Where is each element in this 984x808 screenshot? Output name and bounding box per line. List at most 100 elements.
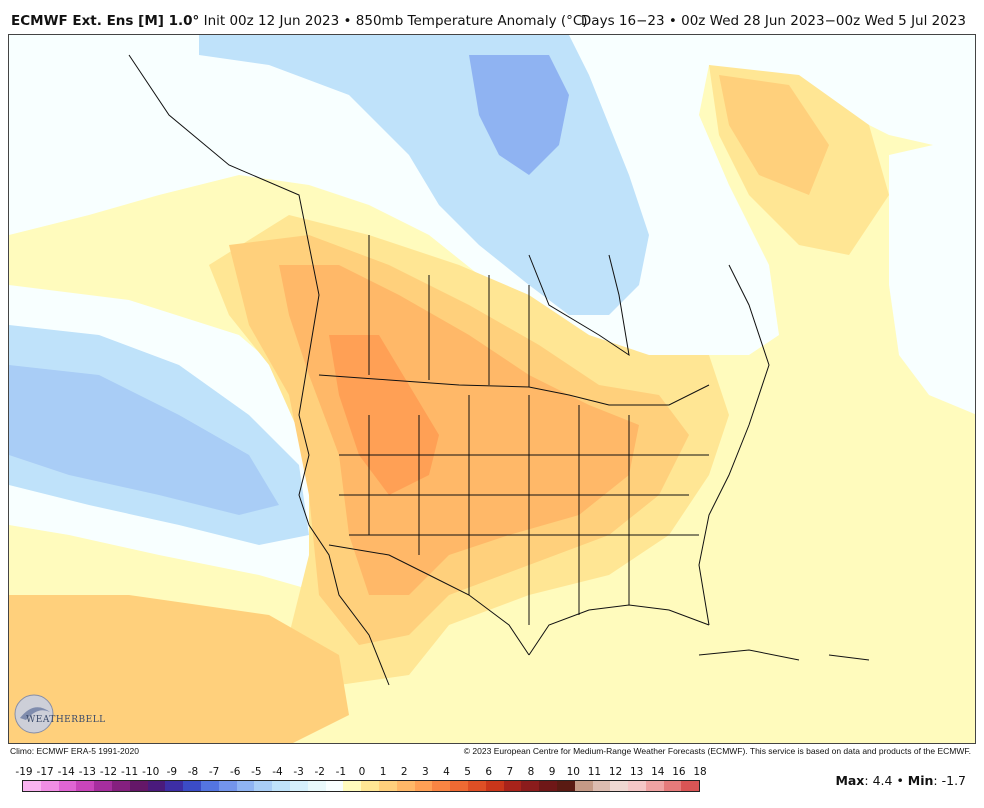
copyright-label: © 2023 European Centre for Medium-Range … bbox=[463, 746, 971, 756]
colorbar-tick-label: 8 bbox=[527, 766, 535, 778]
anomaly-zone-arctic-blue-dark bbox=[469, 55, 569, 175]
colorbar-segment bbox=[76, 781, 95, 791]
colorbar-segment bbox=[218, 781, 237, 791]
colorbar-segment bbox=[521, 781, 540, 791]
colorbar-tick-label: -2 bbox=[314, 766, 325, 778]
colorbar-tick-label: -1 bbox=[335, 766, 347, 778]
max-label: Max bbox=[835, 773, 865, 788]
colorbar-tick-label: 9 bbox=[548, 766, 556, 778]
colorbar-tick-label: 18 bbox=[693, 766, 707, 778]
colorbar-tick-label: 13 bbox=[629, 766, 644, 778]
colorbar-tick-label: 11 bbox=[587, 766, 602, 778]
title-bar: ECMWF Ext. Ens [M] 1.0° Init 00z 12 Jun … bbox=[0, 0, 984, 34]
colorbar-segment bbox=[129, 781, 148, 791]
colorbar-segment bbox=[592, 781, 611, 791]
colorbar-segment bbox=[396, 781, 415, 791]
political-borders bbox=[128, 54, 870, 686]
us-mexico-border bbox=[328, 544, 530, 656]
colorbar-tick-label: -7 bbox=[208, 766, 220, 778]
colorbar-tick-label: 5 bbox=[464, 766, 471, 778]
colorbar-tick-label: -4 bbox=[272, 766, 283, 778]
colorbar-segment bbox=[147, 781, 166, 791]
colorbar-segment bbox=[325, 781, 344, 791]
colorbar-segment bbox=[645, 781, 664, 791]
colorbar-segment bbox=[574, 781, 593, 791]
colorbar-segment bbox=[628, 781, 646, 791]
us-states-grid bbox=[339, 395, 709, 625]
colorbar-tick-label: -11 bbox=[121, 766, 139, 778]
colorbar-segment bbox=[165, 781, 184, 791]
colorbar bbox=[22, 780, 700, 792]
anomaly-zone-greenland-warm-2 bbox=[719, 75, 829, 195]
colorbar-tick-label: -10 bbox=[142, 766, 160, 778]
colorbar-tick-label: -14 bbox=[57, 766, 75, 778]
colorbar-tick-label: 6 bbox=[485, 766, 493, 778]
colorbar-segment bbox=[111, 781, 130, 791]
colorbar-tick-label: 12 bbox=[608, 766, 623, 778]
colorbar-tick-label: 16 bbox=[672, 766, 686, 778]
anomaly-zone-pacific-blue-dark bbox=[9, 365, 279, 515]
colorbar-tick-label: -6 bbox=[230, 766, 241, 778]
colorbar-tick-label: 10 bbox=[566, 766, 580, 778]
colorbar-tick-label: 2 bbox=[400, 766, 408, 778]
colorbar-tick-labels: -19 -17 -14 -13 -12 -11 -10 -9 -8 -7 -6 -5 -4 -3 -2 -1 0… bbox=[15, 766, 707, 778]
colorbar-segment bbox=[200, 781, 219, 791]
valid-period: Days 16−23 • 00z Wed 28 Jun 2023−00z Wed… bbox=[580, 13, 966, 29]
colorbar-segment bbox=[432, 781, 451, 791]
east-coast-line bbox=[698, 264, 770, 626]
colorbar-segment bbox=[94, 781, 112, 791]
model-name: ECMWF Ext. Ens [M] 1.0° bbox=[11, 13, 200, 29]
canada-provinces bbox=[368, 235, 530, 387]
anomaly-zone-atlantic-pale bbox=[889, 135, 975, 415]
colorbar-segment bbox=[23, 781, 41, 791]
caribbean-islands bbox=[698, 649, 870, 661]
anomaly-zone-pacific-warm bbox=[9, 595, 349, 743]
colorbar-segment bbox=[254, 781, 273, 791]
colorbar-segment bbox=[40, 781, 59, 791]
max-value: 4.4 bbox=[872, 773, 893, 788]
west-coast-line bbox=[128, 54, 390, 686]
climo-label: Climo: ECMWF ERA-5 1991-2020 bbox=[10, 746, 139, 756]
colorbar-tick-label: 7 bbox=[506, 766, 514, 778]
us-canada-border bbox=[318, 374, 710, 406]
colorbar-segment bbox=[467, 781, 486, 791]
gulf-coast-line bbox=[528, 604, 710, 656]
weatherbell-swirl-logo bbox=[14, 694, 54, 734]
min-value: -1.7 bbox=[941, 773, 966, 788]
colorbar-segment bbox=[610, 781, 629, 791]
colorbar-segment bbox=[539, 781, 557, 791]
colorbar-tick-label: 3 bbox=[422, 766, 429, 778]
colorbar-segment bbox=[343, 781, 362, 791]
colorbar-segment bbox=[307, 781, 326, 791]
colorbar-segment bbox=[58, 781, 77, 791]
map-svg bbox=[9, 35, 975, 743]
colorbar-segment bbox=[289, 781, 308, 791]
colorbar-tick-label: -12 bbox=[99, 766, 118, 778]
colorbar-segment bbox=[378, 781, 397, 791]
colorbar-tick-label: -17 bbox=[36, 766, 54, 778]
colorbar-tick-label: -3 bbox=[293, 766, 304, 778]
colorbar-tick-label: 0 bbox=[358, 766, 366, 778]
colorbar-tick-label: 14 bbox=[651, 766, 665, 778]
colorbar-tick-label: -8 bbox=[187, 766, 199, 778]
colorbar-segment bbox=[272, 781, 290, 791]
min-label: Min bbox=[907, 773, 934, 788]
colorbar-segment bbox=[556, 781, 575, 791]
colorbar-tick-label: 4 bbox=[443, 766, 450, 778]
max-min-readout: Max: 4.4 • Min: -1.7 bbox=[835, 773, 966, 788]
colorbar-tick-label: -19 bbox=[15, 766, 33, 778]
stats-separator: • bbox=[896, 773, 904, 788]
hudson-bay-line bbox=[528, 254, 630, 357]
colorbar-segment bbox=[450, 781, 468, 791]
colorbar-tick-label: -5 bbox=[251, 766, 262, 778]
anomaly-map bbox=[8, 34, 976, 744]
colorbar-tick-label: -13 bbox=[78, 766, 96, 778]
colorbar-segment bbox=[361, 781, 379, 791]
colorbar-segment bbox=[236, 781, 255, 791]
colorbar-segment bbox=[681, 781, 700, 791]
colorbar-segment bbox=[485, 781, 504, 791]
colorbar-segment bbox=[183, 781, 201, 791]
colorbar-tick-label: -9 bbox=[166, 766, 178, 778]
logo-text: WEATHERBELL bbox=[26, 715, 106, 725]
title-left: ECMWF Ext. Ens [M] 1.0° Init 00z 12 Jun … bbox=[11, 13, 588, 29]
